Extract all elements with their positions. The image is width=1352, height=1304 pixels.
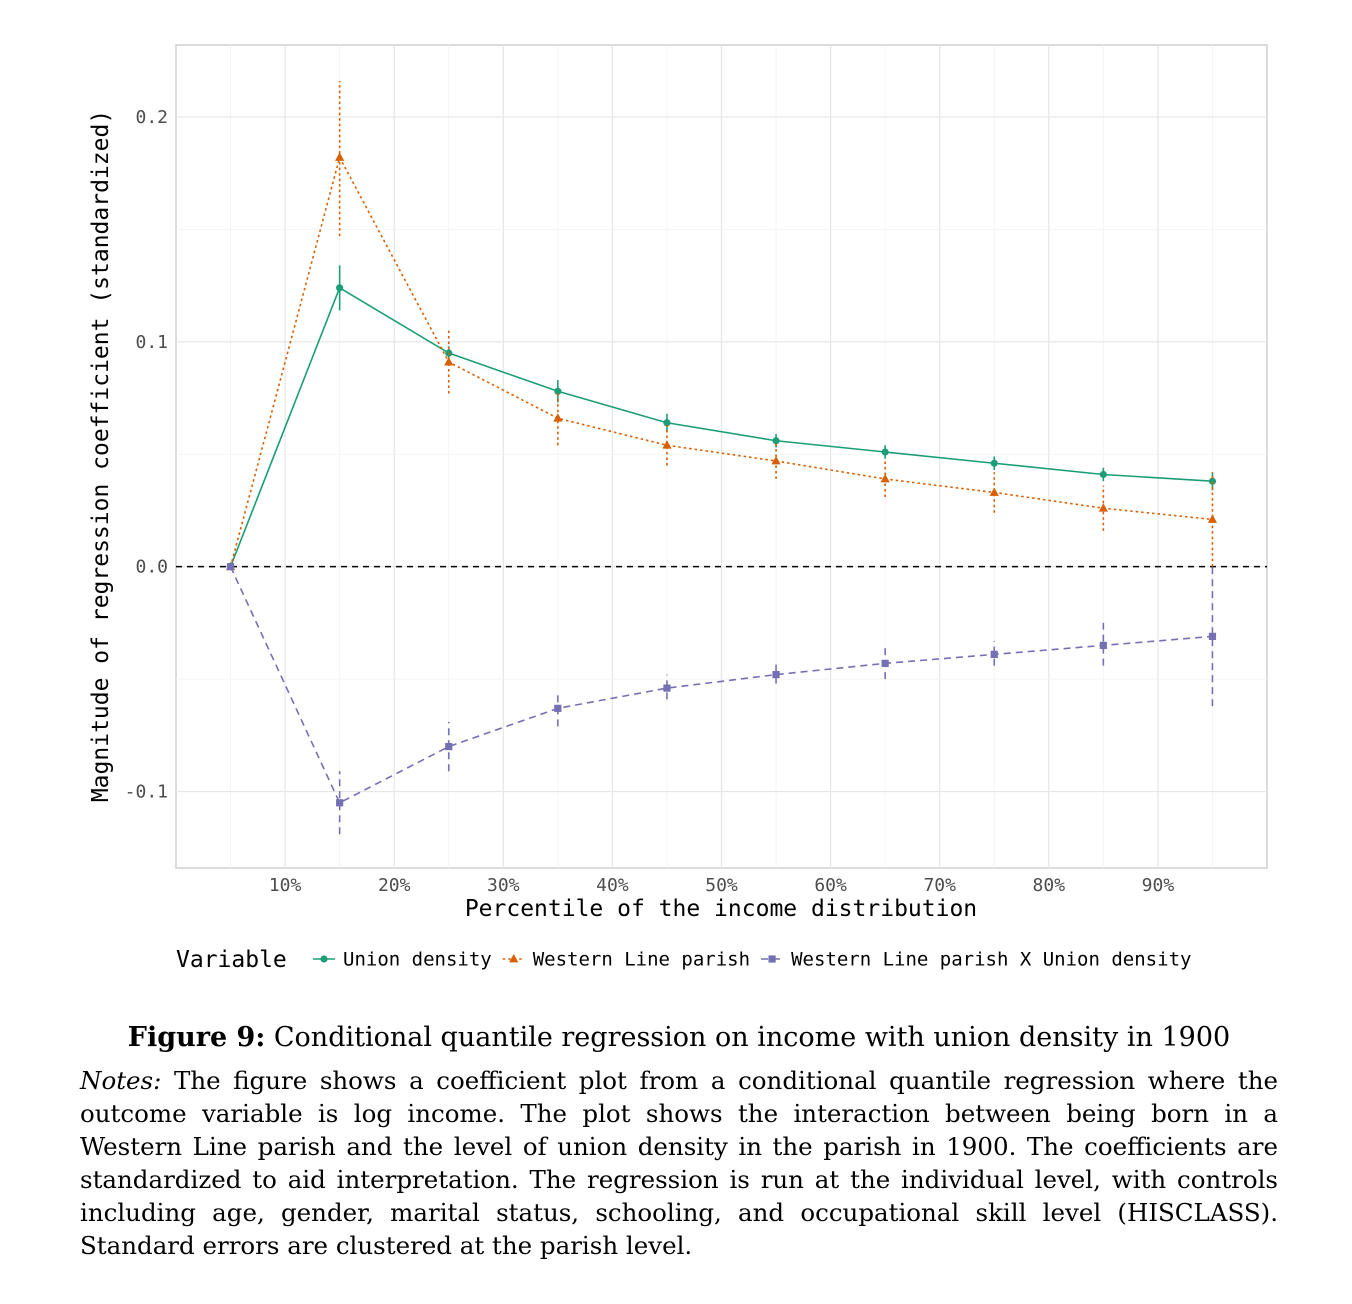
legend-key-marker (509, 954, 519, 963)
y-tick-label: 0.0 (135, 557, 168, 578)
series-line (229, 566, 1213, 804)
legend-label: Western Line parish (533, 949, 750, 971)
x-tick-label: 30% (487, 875, 520, 896)
data-point (554, 387, 562, 395)
data-point (663, 684, 671, 692)
data-point (1099, 641, 1107, 649)
data-point (445, 742, 453, 751)
data-point (553, 413, 563, 422)
data-point (1098, 503, 1108, 512)
x-tick-label: 60% (814, 875, 847, 896)
data-point (1099, 470, 1107, 479)
legend-title: Variable (176, 947, 287, 973)
series-2 (225, 80, 1218, 571)
data-point (881, 659, 889, 667)
data-point (226, 563, 235, 571)
data-point (336, 284, 344, 292)
x-tick-label: 90% (1142, 875, 1175, 896)
data-point (990, 459, 998, 467)
series-line (229, 286, 1213, 567)
figure-title: Conditional quantile regression on incom… (273, 1022, 1231, 1053)
data-point (1208, 632, 1217, 640)
legend-label: Western Line parish X Union density (791, 949, 1191, 971)
x-axis-ticks: 10% 20% 30% 40% 50% 60% 70% 80% 90% (269, 875, 1174, 896)
data-point (881, 448, 889, 456)
figure-caption: Figure 9: Conditional quantile regressio… (80, 1022, 1278, 1053)
series-3 (226, 563, 1217, 835)
legend-key-marker (320, 955, 328, 963)
data-point (989, 487, 999, 496)
x-tick-label: 10% (269, 875, 302, 896)
y-tick-label: 0.2 (135, 107, 168, 128)
legend-item-2: Western Line parish (502, 949, 750, 971)
y-tick-label: 0.1 (135, 332, 168, 353)
y-axis-ticks: -0.1 0.0 0.1 0.2 (125, 107, 168, 803)
data-point (663, 419, 671, 427)
grid-lines (176, 45, 1267, 868)
legend-item-1: Union density (313, 949, 492, 971)
x-tick-label: 70% (923, 875, 956, 896)
x-tick-label: 40% (596, 875, 629, 896)
legend-label: Union density (343, 949, 492, 971)
legend-item-3: Western Line parish X Union density (761, 949, 1191, 971)
data-point (880, 473, 890, 483)
series-group (225, 80, 1218, 835)
figure-notes: Notes: The figure shows a coefficient pl… (80, 1064, 1278, 1262)
data-point (990, 650, 998, 658)
data-point (771, 455, 781, 465)
data-point (335, 152, 345, 161)
x-tick-label: 80% (1033, 875, 1066, 896)
figure-label: Figure 9: (127, 1022, 266, 1053)
legend: Variable Union density Western Line paris… (176, 947, 1191, 973)
legend-key-marker (768, 955, 776, 963)
data-point (662, 440, 672, 449)
series-line (229, 155, 1213, 567)
data-point (1208, 477, 1217, 485)
x-tick-label: 20% (378, 875, 411, 896)
data-point (444, 357, 454, 366)
data-point (1207, 514, 1218, 523)
y-axis-title: Magnitude of regression coefficient (sta… (88, 110, 114, 802)
y-tick-label: -0.1 (125, 782, 168, 803)
data-point (772, 437, 780, 445)
data-point (554, 704, 562, 712)
x-axis-title: Percentile of the income distribution (465, 896, 977, 922)
notes-label: Notes: (80, 1066, 162, 1095)
data-point (772, 671, 780, 679)
coefficient-chart: 10% 20% 30% 40% 50% 60% 70% 80% 90% -0.1 0.0 0.1 0.… (88, 44, 1268, 973)
data-point (336, 799, 344, 807)
x-tick-label: 50% (705, 875, 738, 896)
notes-text: The figure shows a coefficient plot from… (80, 1066, 1278, 1260)
